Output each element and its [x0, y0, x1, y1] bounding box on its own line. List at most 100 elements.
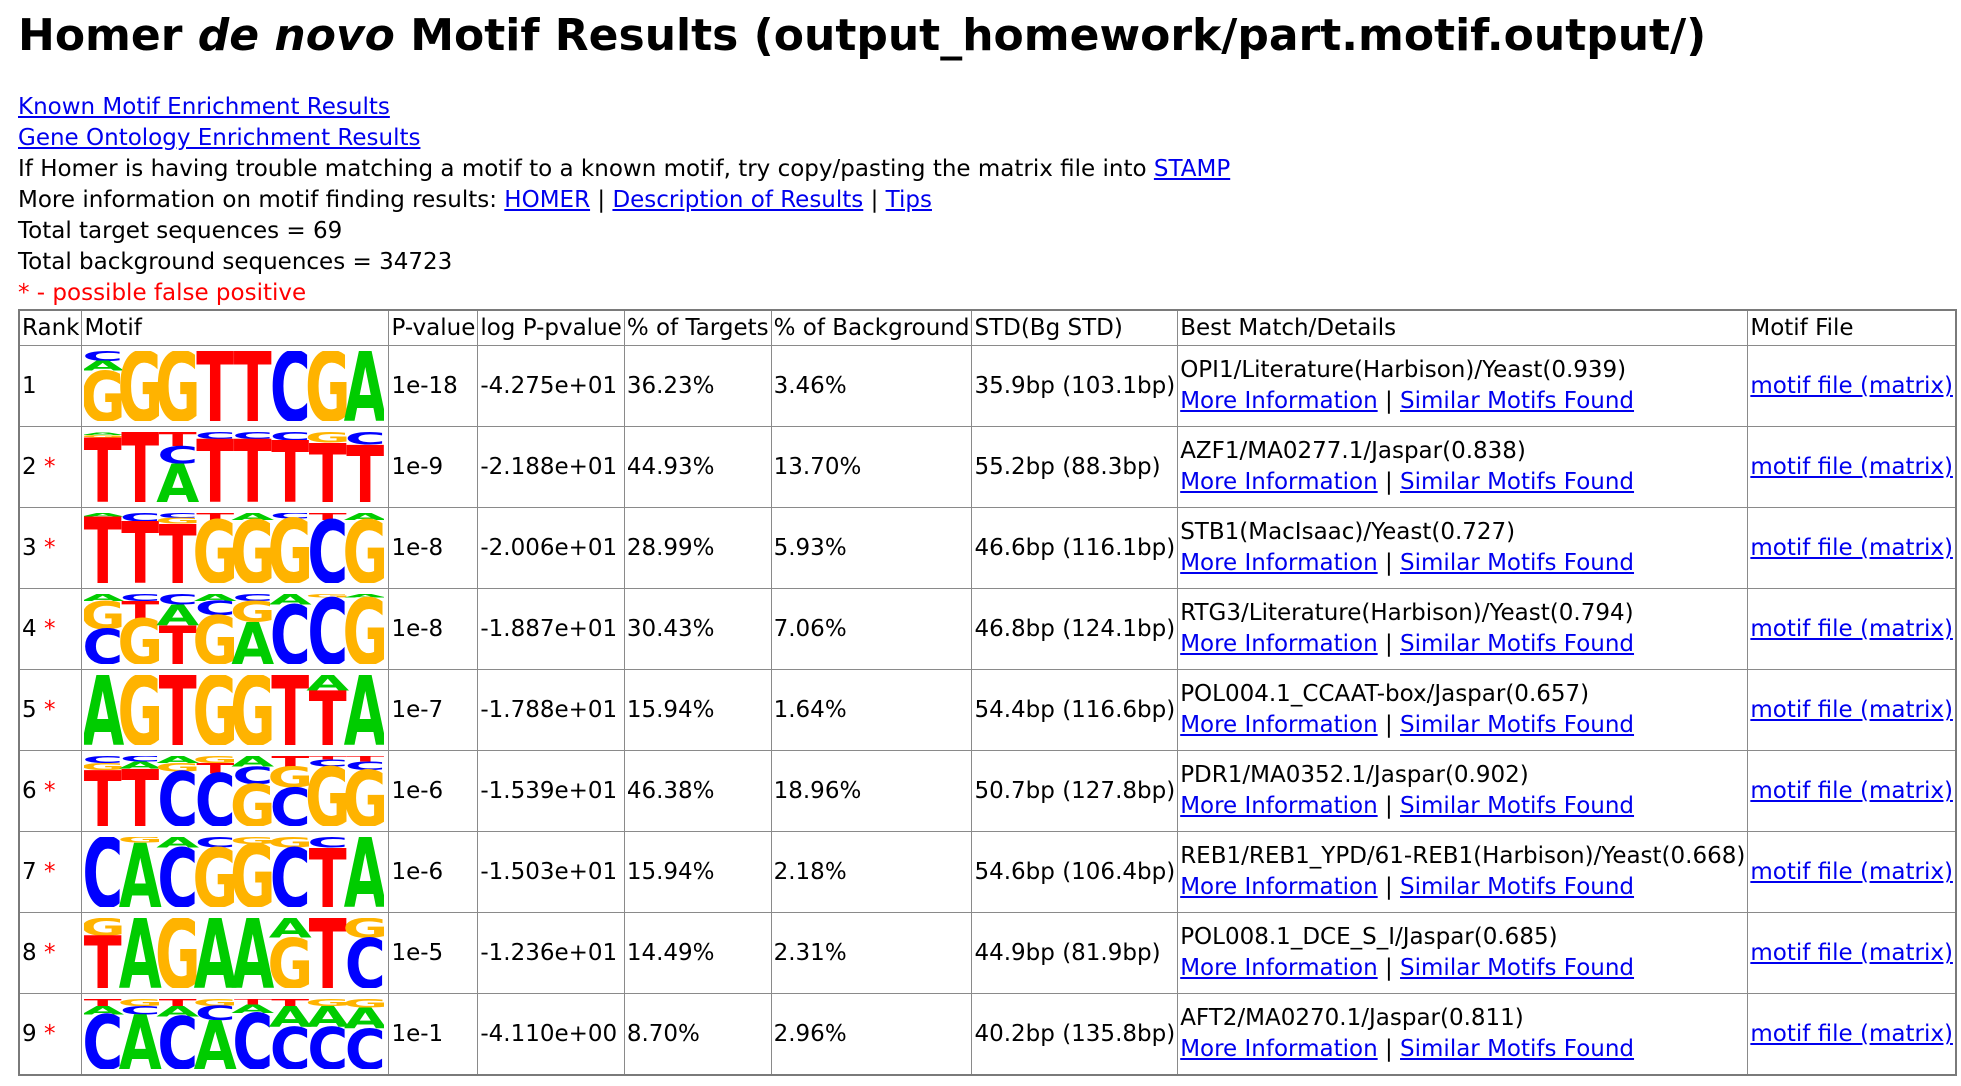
logo-letter-g: G [155, 517, 201, 526]
background-cell: 18.96% [770, 750, 973, 832]
logo-letter-a: A [84, 1004, 124, 1017]
similar-motifs-link[interactable]: Similar Motifs Found [1400, 631, 1635, 657]
logo-letter-c: C [158, 513, 199, 520]
logo-letter-c: C [233, 762, 274, 790]
motif-file-link[interactable]: motif file (matrix) [1750, 778, 1953, 804]
motif-file-link[interactable]: motif file (matrix) [1750, 940, 1953, 966]
header-best-match: Best Match/Details [1177, 309, 1749, 346]
more-information-link[interactable]: More Information [1180, 793, 1378, 819]
logo-letter-g: G [343, 756, 385, 826]
similar-motifs-link[interactable]: Similar Motifs Found [1400, 1036, 1635, 1062]
logo-letter-t: T [122, 597, 160, 625]
stamp-note: If Homer is having trouble matching a mo… [18, 156, 1231, 182]
similar-motifs-link[interactable]: Similar Motifs Found [1400, 388, 1635, 414]
logo-letter-t: T [159, 615, 197, 664]
best-match-text: POL004.1_CCAAT-box/Jaspar(0.657) [1180, 681, 1590, 707]
logo-letter-a: A [232, 1003, 275, 1016]
more-information-link[interactable]: More Information [1180, 1036, 1378, 1062]
similar-motifs-link[interactable]: Similar Motifs Found [1400, 469, 1635, 495]
logo-letter-a: A [344, 513, 384, 522]
header-motif: Motif [81, 309, 390, 346]
similar-motifs-link[interactable]: Similar Motifs Found [1400, 874, 1635, 900]
best-match-cell: REB1/REB1_YPD/61-REB1(Harbison)/Yeast(0.… [1177, 831, 1749, 913]
description-link[interactable]: Description of Results [612, 187, 864, 213]
motif-file-cell: motif file (matrix) [1747, 831, 1957, 913]
table-row: 3 * A T C T C G T T G A G C G T C A G 1e-8 -2.006e+01 28.99%… [18, 507, 1957, 589]
logo-letter-g: G [305, 756, 351, 826]
log-p-cell: -1.236e+01 [477, 912, 625, 994]
logo-letter-c: C [120, 594, 161, 603]
log-p-cell: -1.788e+01 [477, 669, 625, 751]
logo-letter-c: C [270, 777, 311, 826]
logo-letter-a: A [194, 1007, 237, 1069]
more-information-link[interactable]: More Information [1180, 712, 1378, 738]
more-information-link[interactable]: More Information [1180, 955, 1378, 981]
motif-file-link[interactable]: motif file (matrix) [1750, 697, 1953, 723]
homer-link[interactable]: HOMER [504, 187, 591, 213]
logo-letter-g: G [343, 513, 385, 583]
rank-value: 5 [22, 697, 37, 723]
motif-file-link[interactable]: motif file (matrix) [1750, 859, 1953, 885]
p-value-cell: 1e-6 [388, 831, 479, 913]
known-motif-link[interactable]: Known Motif Enrichment Results [18, 94, 390, 120]
rank-value: 3 [22, 535, 37, 561]
logo-letter-t: T [122, 756, 160, 826]
logo-letter-t: T [309, 676, 347, 745]
more-information-link[interactable]: More Information [1180, 469, 1378, 495]
more-information-link[interactable]: More Information [1180, 388, 1378, 414]
logo-letter-a: A [119, 1000, 162, 1069]
motif-file-link[interactable]: motif file (matrix) [1750, 616, 1953, 642]
logo-letter-a: A [119, 760, 162, 771]
logo-letter-t: T [197, 760, 235, 777]
rank-cell: 6 * [18, 750, 83, 832]
logo-letter-c: C [195, 760, 236, 826]
logo-letter-a: A [269, 594, 313, 608]
logo-letter-c: C [308, 1017, 349, 1069]
gene-ontology-link[interactable]: Gene Ontology Enrichment Results [18, 125, 421, 151]
best-match-text: PDR1/MA0352.1/Jaspar(0.902) [1180, 762, 1529, 788]
logo-letter-g: G [193, 837, 239, 907]
total-background: Total background sequences = 34723 [18, 249, 453, 275]
stamp-link[interactable]: STAMP [1153, 156, 1231, 182]
similar-motifs-link[interactable]: Similar Motifs Found [1400, 550, 1635, 576]
similar-motifs-link[interactable]: Similar Motifs Found [1400, 793, 1635, 819]
logo-letter-g: G [343, 594, 385, 664]
targets-cell: 15.94% [623, 831, 772, 913]
logo-letter-a: A [232, 612, 275, 664]
logo-letter-t: T [84, 999, 122, 1008]
background-cell: 2.18% [770, 831, 973, 913]
targets-cell: 46.38% [623, 750, 772, 832]
rank-cell: 5 * [18, 669, 83, 751]
table-row: 2 * A G T T T C A C T C T C T G T C T 1e-9 -2.188e+01 44.93%… [18, 426, 1957, 508]
table-row: 7 * C G A A C C G G G G C C T A 1e-6 -1.503e+01 15.94% 2.1… [18, 831, 1957, 913]
best-match-cell: RTG3/Literature(Harbison)/Yeast(0.794) Mo… [1177, 588, 1749, 670]
false-positive-star: * [43, 778, 56, 804]
tips-link[interactable]: Tips [885, 187, 932, 213]
logo-letter-g: G [84, 761, 126, 772]
logo-letter-g: G [193, 602, 239, 664]
logo-letter-a: A [269, 918, 312, 944]
targets-cell: 30.43% [623, 588, 772, 670]
motif-file-link[interactable]: motif file (matrix) [1750, 454, 1953, 480]
p-value-cell: 1e-1 [388, 993, 479, 1076]
logo-letter-c: C [233, 999, 274, 1069]
logo-letter-t: T [84, 513, 122, 583]
more-information-link[interactable]: More Information [1180, 550, 1378, 576]
similar-motifs-link[interactable]: Similar Motifs Found [1400, 955, 1635, 981]
logo-letter-t: T [84, 922, 122, 988]
motif-file-link[interactable]: motif file (matrix) [1750, 535, 1953, 561]
motif-file-link[interactable]: motif file (matrix) [1750, 373, 1953, 399]
logo-letter-c: C [345, 1018, 384, 1069]
logo-letter-c: C [195, 1002, 236, 1025]
motif-file-cell: motif file (matrix) [1747, 588, 1957, 670]
logo-letter-c: C [84, 351, 123, 364]
similar-motifs-link[interactable]: Similar Motifs Found [1400, 712, 1635, 738]
best-match-text: POL008.1_DCE_S_I/Jaspar(0.685) [1180, 924, 1558, 950]
motif-file-link[interactable]: motif file (matrix) [1750, 1021, 1953, 1047]
more-information-link[interactable]: More Information [1180, 631, 1378, 657]
logo-letter-a: A [157, 453, 200, 502]
more-information-link[interactable]: More Information [1180, 874, 1378, 900]
